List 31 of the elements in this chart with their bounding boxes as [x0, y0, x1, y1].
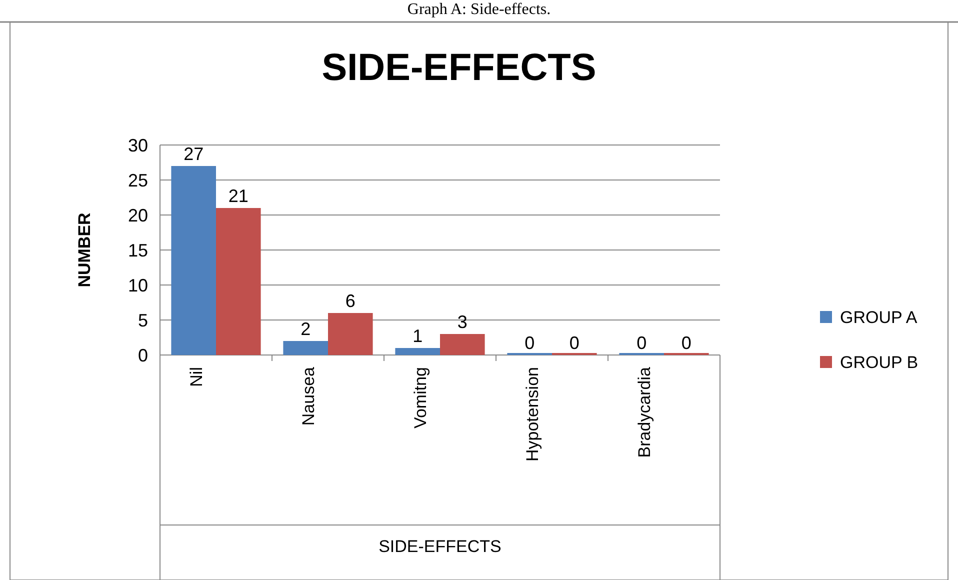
y-tick-label: 15 — [128, 240, 148, 260]
y-axis-title: NUMBER — [75, 212, 94, 288]
y-tick-label: 10 — [128, 275, 148, 296]
data-label: 6 — [345, 291, 356, 311]
y-tick-label: 0 — [138, 345, 148, 366]
x-tick-label: Bradycardia — [634, 366, 654, 458]
data-label: 27 — [184, 144, 204, 164]
x-tick-label: Nausea — [298, 366, 318, 426]
x-tick-label: Vomitng — [410, 367, 430, 428]
legend-label: GROUP B — [840, 352, 918, 372]
bar — [171, 166, 216, 355]
y-tick-label: 5 — [138, 310, 148, 330]
y-tick-label: 30 — [128, 135, 148, 156]
text: Graph A: Side-effects. — [407, 1, 551, 18]
data-label: 0 — [636, 333, 647, 353]
data-label: 21 — [228, 186, 248, 206]
data-label: 0 — [569, 333, 580, 353]
chart-title: SIDE-EFFECTS — [322, 47, 596, 89]
x-axis-title: SIDE-EFFECTS — [378, 537, 502, 556]
data-label: 1 — [412, 326, 423, 346]
x-tick-label: Nil — [186, 367, 206, 387]
bar — [216, 208, 261, 355]
x-tick-label: Hypotension — [522, 367, 542, 462]
data-label: 0 — [524, 333, 535, 353]
legend-label: GROUP A — [840, 308, 918, 327]
data-label: 0 — [681, 333, 692, 353]
y-tick-label: 20 — [128, 205, 148, 226]
y-tick-label: 25 — [128, 170, 148, 190]
data-label: 2 — [300, 319, 311, 339]
data-label: 3 — [457, 312, 468, 332]
bar — [328, 313, 373, 355]
